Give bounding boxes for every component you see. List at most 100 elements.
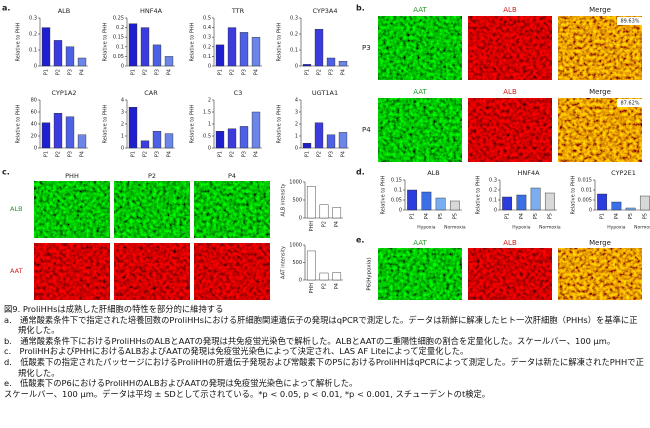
x-tick-label: P1: [218, 151, 224, 157]
x-tick-label: P1: [305, 151, 311, 157]
x-tick-label: P4: [519, 213, 525, 219]
y-tick-label: 0: [208, 64, 211, 70]
x-tick-label: P2: [143, 69, 149, 75]
bar: [251, 111, 261, 149]
chart-title: HNF4A: [140, 7, 163, 15]
bar: [41, 27, 51, 67]
bar: [152, 44, 162, 67]
x-tick-label: P1: [505, 213, 511, 219]
y-tick-label: 0.3: [203, 35, 211, 41]
column-label: Merge: [589, 88, 611, 96]
micrograph: [34, 181, 110, 238]
y-tick-label: 0: [295, 64, 298, 70]
group-label: Normoxia: [539, 225, 561, 231]
bar: [338, 132, 348, 149]
column-label: ALB: [503, 239, 517, 247]
bar: [302, 64, 312, 67]
bar: [306, 186, 316, 219]
panel-label: e.: [356, 236, 364, 245]
bar: [65, 116, 75, 149]
y-tick-label: 1000: [289, 243, 302, 249]
x-tick-label: P4: [341, 69, 347, 75]
group-label: Normoxia: [444, 225, 466, 231]
y-axis-label: AAT intensity: [281, 246, 287, 279]
bar: [164, 133, 174, 149]
x-tick-label: P5: [452, 213, 458, 219]
percentage-box: [617, 99, 644, 107]
y-tick-label: 0.2: [203, 44, 211, 50]
panel-label: c.: [2, 168, 10, 177]
y-tick-label: 500: [292, 260, 302, 266]
chart-title: C3: [234, 89, 243, 97]
x-tick-label: P2: [230, 151, 236, 157]
bar: [332, 207, 342, 219]
percentage-box: [617, 17, 644, 25]
bar: [449, 200, 460, 211]
x-tick-label: PHH: [309, 221, 315, 232]
y-tick-label: 40: [31, 122, 37, 128]
x-tick-label: P1: [410, 213, 416, 219]
x-tick-label: P4: [334, 221, 340, 227]
x-tick-label: P4: [80, 151, 86, 157]
caption-item: e. 低酸素下のP6におけるProliHHのALBおよびAATの発現は免疫蛍光染…: [4, 378, 358, 389]
micrograph: [194, 243, 270, 300]
y-tick-label: 0.25: [113, 16, 124, 22]
x-tick-label: P4: [254, 69, 260, 75]
y-tick-label: 1000: [289, 180, 302, 186]
bar: [435, 197, 446, 211]
y-tick-label: 0.015: [578, 178, 592, 184]
x-tick-label: P2: [143, 151, 149, 157]
x-tick-label: P2: [317, 151, 323, 157]
x-tick-label: P3: [155, 69, 161, 75]
x-tick-label: P3: [242, 69, 248, 75]
x-tick-label: P1: [131, 151, 137, 157]
chart-title: ALB: [58, 7, 71, 15]
x-tick-label: P2: [56, 151, 62, 157]
y-tick-label: 0.15: [113, 35, 124, 41]
bar: [128, 23, 138, 67]
micrograph: [194, 181, 270, 238]
bar: [128, 106, 138, 149]
chart-title: ALB: [427, 169, 440, 177]
row-label: P4: [362, 126, 371, 134]
x-tick-label: P1: [305, 69, 311, 75]
micrograph: [378, 98, 462, 162]
bar: [516, 194, 527, 211]
bar: [140, 27, 150, 67]
chart-title: HNF4A: [517, 169, 540, 177]
column-label: Merge: [589, 6, 611, 14]
caption-item: d. 低酸素下の指定されたパッセージにおけるProliHHの肝遺伝子発現および常…: [4, 356, 644, 378]
bar: [530, 187, 541, 211]
x-tick-label: P2: [322, 221, 328, 227]
percentage-label: 89.63%: [620, 19, 639, 25]
y-tick-label: 0.15: [391, 178, 402, 184]
micrograph: [468, 98, 552, 162]
y-tick-label: 0: [295, 146, 298, 152]
y-tick-label: 0.3: [290, 16, 298, 22]
column-label: ALB: [503, 6, 517, 14]
y-tick-label: 0: [121, 64, 124, 70]
y-tick-label: 1.5: [203, 110, 211, 116]
y-tick-label: 0.2: [290, 32, 298, 38]
y-tick-label: 1: [295, 134, 298, 140]
row-label: P6(Hypoxia): [367, 257, 373, 290]
y-tick-label: 0: [399, 208, 402, 214]
chart-title: CAR: [144, 89, 158, 97]
micrograph: [558, 98, 642, 162]
y-tick-label: 500: [292, 198, 302, 204]
column-label: ALB: [503, 88, 517, 96]
bar: [215, 44, 225, 67]
y-tick-label: 2: [121, 122, 124, 128]
y-axis-label: Relative to PHH: [277, 22, 283, 61]
y-tick-label: 0: [494, 208, 497, 214]
y-tick-label: 1: [208, 122, 211, 128]
row-label: AAT: [10, 267, 23, 275]
bar: [597, 193, 608, 211]
y-tick-label: 0.05: [391, 198, 402, 204]
y-tick-label: 0.5: [203, 16, 211, 22]
bar: [140, 140, 150, 149]
column-label: PHH: [65, 172, 79, 180]
bar: [407, 189, 418, 211]
bar: [227, 128, 237, 149]
column-label: Merge: [589, 239, 611, 247]
